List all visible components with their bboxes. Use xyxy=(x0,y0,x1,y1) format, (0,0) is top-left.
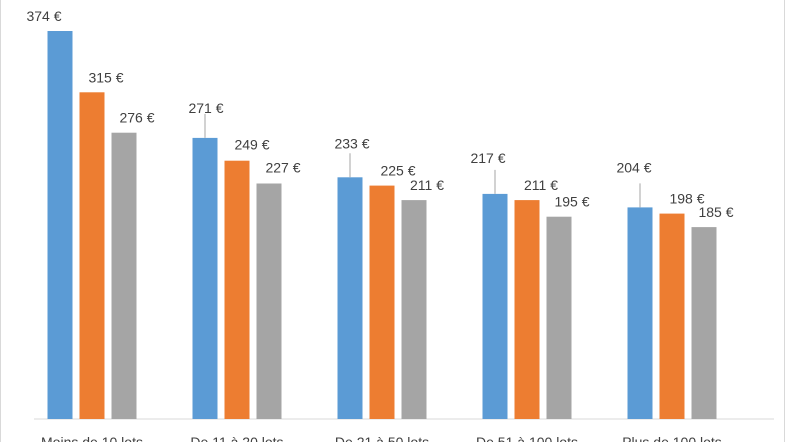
bar-3-0 xyxy=(482,193,508,419)
bar-1-0 xyxy=(192,137,218,419)
category-label-3: De 51 à 100 lots xyxy=(476,434,578,442)
bar-3-2 xyxy=(546,216,572,419)
category-label-2: De 21 à 50 lots xyxy=(335,434,429,442)
bar-2-0 xyxy=(337,177,363,419)
data-label-1-2: 227 € xyxy=(265,160,300,176)
category-labels-group: Moins de 10 lots De 11 à 20 lots De 21 à 5… xyxy=(41,434,722,442)
data-label-3-1: 211 € xyxy=(524,177,558,193)
data-labels-group: 374 € 315 € 276 € 271 € 249 € 227 € 233 € 225 €… xyxy=(26,8,733,220)
bar-4-2 xyxy=(691,227,717,419)
bar-0-1 xyxy=(79,92,105,420)
data-label-4-2: 185 € xyxy=(698,204,733,220)
data-label-2-1: 225 € xyxy=(380,163,415,179)
bars-group xyxy=(47,31,717,420)
leader-lines-group xyxy=(204,113,641,208)
data-label-4-0: 204 € xyxy=(616,159,651,175)
data-label-1-1: 249 € xyxy=(234,137,269,153)
bar-0-0 xyxy=(47,31,73,419)
bar-4-1 xyxy=(659,213,685,419)
bar-3-1 xyxy=(514,200,540,419)
data-label-0-1: 315 € xyxy=(88,69,123,85)
data-label-0-2: 276 € xyxy=(119,110,154,126)
category-label-0: Moins de 10 lots xyxy=(41,434,143,442)
data-label-3-2: 195 € xyxy=(554,194,589,210)
data-label-3-0: 217 € xyxy=(470,150,505,166)
data-label-0-0: 374 € xyxy=(26,8,61,24)
bar-0-2 xyxy=(111,132,137,419)
data-label-4-1: 198 € xyxy=(669,191,704,207)
data-label-2-2: 211 € xyxy=(410,177,444,193)
category-label-4: Plus de 100 lots xyxy=(622,434,722,442)
data-label-1-0: 271 € xyxy=(188,100,223,116)
data-label-2-0: 233 € xyxy=(334,135,369,151)
bar-1-1 xyxy=(224,160,250,419)
bar-2-2 xyxy=(401,200,427,419)
bar-2-1 xyxy=(369,185,395,419)
bar-4-0 xyxy=(627,207,653,419)
bar-1-2 xyxy=(256,183,282,419)
category-label-1: De 11 à 20 lots xyxy=(190,434,283,442)
